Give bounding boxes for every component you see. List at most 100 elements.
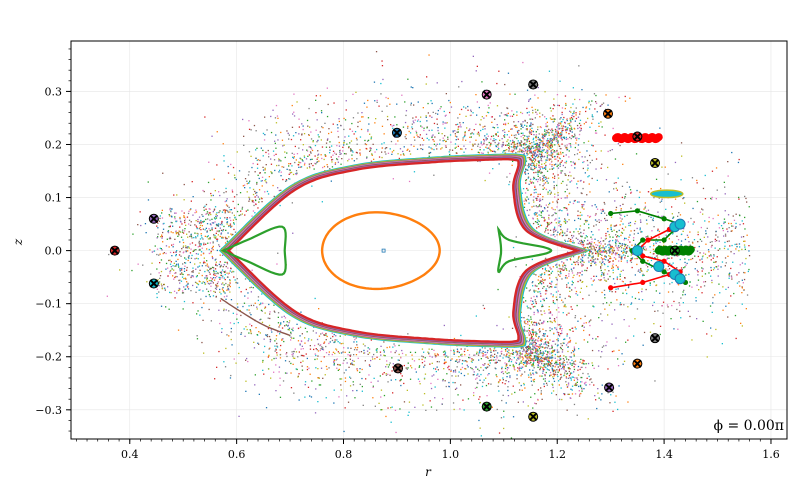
chaos-point (366, 350, 369, 352)
chaos-point (374, 151, 376, 153)
chaos-point (512, 142, 514, 144)
chaos-point (530, 122, 532, 125)
chaos-point (538, 171, 540, 173)
chaos-point (545, 270, 548, 272)
chaos-point (521, 123, 523, 125)
chaos-point (227, 267, 229, 269)
chaos-point (565, 268, 567, 270)
chaos-point (536, 143, 539, 145)
chaos-point (390, 140, 393, 143)
chaos-point (601, 250, 603, 252)
chaos-point (582, 363, 584, 365)
chaos-point (493, 356, 496, 358)
chaos-point (538, 358, 541, 361)
chaos-point (343, 142, 345, 144)
chaos-point (578, 390, 580, 392)
chaos-point (304, 337, 306, 339)
chaos-point (367, 347, 369, 349)
chaos-point (261, 201, 263, 203)
chaos-point (343, 153, 346, 155)
chaos-point (270, 171, 272, 173)
chaos-point (595, 94, 597, 97)
chaos-point (215, 238, 218, 240)
chaos-point (547, 369, 549, 371)
chaos-point (582, 264, 584, 266)
chaos-point (532, 222, 535, 225)
chaos-point (644, 246, 646, 248)
chaos-point (560, 182, 563, 184)
chaos-point (607, 228, 609, 230)
chaos-point (587, 164, 589, 166)
chaos-point (560, 325, 562, 327)
chaos-point (367, 139, 370, 141)
chaos-point (353, 354, 355, 356)
chaos-point (441, 133, 443, 135)
chaos-point (510, 143, 513, 145)
chaos-point (577, 320, 579, 322)
chaos-point (296, 153, 299, 155)
chaos-point (407, 367, 409, 369)
chaos-point (255, 192, 257, 194)
chaos-point (339, 378, 341, 380)
chaos-point (577, 238, 579, 241)
chaos-point (556, 283, 558, 285)
chaos-point (433, 374, 435, 376)
chaos-point (507, 386, 509, 388)
chaos-point (505, 350, 507, 352)
chaos-point (560, 153, 562, 155)
chaos-point (471, 361, 473, 363)
chaos-point (579, 113, 581, 115)
chaos-point (623, 239, 625, 241)
chaos-point (644, 202, 646, 204)
chaos-point (542, 357, 544, 360)
chaos-point (289, 320, 291, 322)
chaos-point (478, 375, 480, 377)
chaos-point (528, 146, 530, 148)
chaos-point (305, 158, 308, 160)
chaos-point (323, 334, 325, 336)
chaos-point (361, 116, 363, 118)
chaos-point (534, 355, 536, 357)
chaos-point (350, 377, 352, 379)
chaos-point (288, 360, 291, 363)
chaos-point (508, 359, 510, 361)
chaos-point (537, 86, 539, 89)
chaos-point (534, 94, 536, 96)
chaos-point (537, 180, 539, 183)
chaos-point (356, 143, 358, 145)
chaos-point (515, 152, 517, 154)
chaos-point (236, 303, 239, 305)
chaos-point (212, 282, 214, 284)
chaos-point (211, 228, 213, 231)
chaos-point (574, 167, 576, 169)
chaos-point (592, 234, 594, 236)
chaos-point (355, 151, 358, 154)
chaos-point (350, 362, 352, 365)
chaos-point (601, 103, 603, 106)
chaos-point (246, 180, 248, 182)
chaos-point (328, 132, 330, 135)
chaos-point (506, 372, 508, 375)
chaos-point (593, 367, 595, 369)
chaos-point (515, 351, 517, 353)
chaos-point (544, 208, 546, 210)
chaos-point (216, 240, 218, 242)
chaos-point (321, 126, 323, 128)
chaos-point (190, 248, 192, 250)
chaos-point (521, 124, 523, 127)
chaos-point (572, 330, 574, 332)
chaos-point (557, 136, 560, 138)
chaos-point (523, 143, 525, 145)
chaos-point (574, 263, 577, 266)
chaos-point (535, 372, 537, 374)
chaos-point (545, 229, 547, 231)
chaos-point (617, 143, 619, 145)
chaos-point (198, 244, 201, 246)
chaos-point (545, 371, 547, 374)
chaos-point (424, 373, 427, 375)
chaos-point (317, 355, 319, 357)
chaos-point (418, 380, 421, 383)
chaos-point (590, 378, 592, 380)
chaos-point (512, 139, 514, 142)
chaos-point (511, 115, 514, 117)
